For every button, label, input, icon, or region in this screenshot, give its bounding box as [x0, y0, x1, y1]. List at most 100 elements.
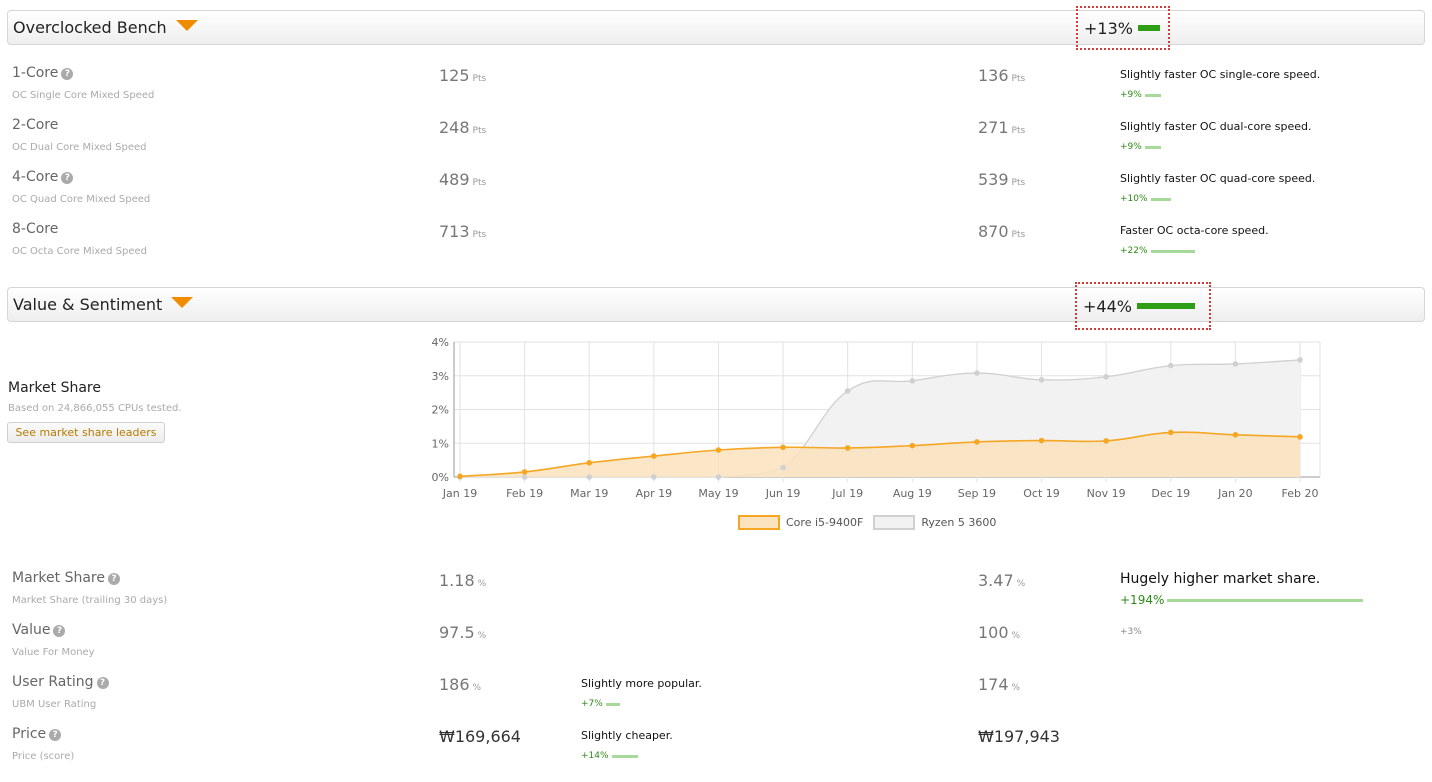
- left-number: 1.18: [439, 571, 475, 590]
- left-unit: %: [477, 579, 487, 589]
- summary-bar: [1137, 25, 1160, 31]
- left-number: 248: [439, 118, 470, 137]
- bench-row-subtitle: OC Dual Core Mixed Speed: [12, 142, 147, 153]
- right-unit: %: [1011, 683, 1021, 693]
- vs-diff-value: +7%: [581, 699, 603, 709]
- series-line: [459, 431, 1301, 478]
- right-value: 539 Pts: [978, 170, 1025, 189]
- bench-row-title: 1-Core?: [12, 65, 74, 81]
- data-point: [909, 442, 916, 449]
- x-tick-label: Aug 19: [893, 487, 932, 500]
- left-number: 489: [439, 170, 470, 189]
- left-value: 489 Pts: [439, 170, 486, 189]
- right-number: ₩197,943: [978, 727, 1060, 746]
- bench-diff: +9%: [1120, 90, 1161, 100]
- left-value: 248 Pts: [439, 118, 486, 137]
- bench-verdict: Faster OC octa-core speed.: [1120, 224, 1269, 237]
- help-icon[interactable]: ?: [107, 573, 120, 585]
- right-value: 271 Pts: [978, 118, 1025, 137]
- legend-label[interactable]: Ryzen 5 3600: [921, 515, 997, 529]
- diff-bar: [1150, 197, 1171, 201]
- legend-swatch[interactable]: [873, 514, 916, 530]
- bench-diff-value: +9%: [1120, 142, 1142, 152]
- right-value: 174%: [978, 675, 1020, 694]
- vs-diff-value: +194%: [1120, 593, 1165, 607]
- x-tick-label: Sep 19: [958, 487, 996, 500]
- vs-row-label: Price: [12, 726, 47, 742]
- data-point: [1103, 373, 1109, 380]
- vs-row-subtitle: UBM User Rating: [12, 699, 97, 710]
- bench-row-label: 8-Core: [12, 221, 59, 237]
- legend-label[interactable]: Core i5-9400F: [786, 515, 864, 529]
- left-unit: Pts: [472, 126, 487, 136]
- bench-verdict: Slightly faster OC quad-core speed.: [1120, 172, 1316, 185]
- bench-diff: +9%: [1120, 142, 1161, 152]
- x-tick-label: Dec 19: [1151, 487, 1190, 500]
- data-point: [1038, 377, 1045, 383]
- x-tick-label: Nov 19: [1087, 487, 1126, 500]
- legend-swatch[interactable]: [738, 514, 780, 530]
- right-number: 271: [978, 118, 1009, 137]
- expand-triangle-icon[interactable]: [171, 297, 194, 308]
- bench-row-title: 4-Core?: [12, 169, 74, 185]
- right-unit: Pts: [1011, 230, 1026, 240]
- left-unit: %: [477, 631, 487, 641]
- vs-row-title: Market Share?: [12, 570, 120, 586]
- vs-row-subtitle: Value For Money: [12, 647, 95, 658]
- data-point: [586, 474, 593, 480]
- data-point: [715, 447, 722, 453]
- left-number: 125: [439, 66, 470, 85]
- x-tick-label: Mar 19: [570, 487, 608, 500]
- market-share-leaders-button[interactable]: See market share leaders: [7, 422, 165, 443]
- oc-bench-header[interactable]: Overclocked Bench: [7, 10, 1425, 45]
- series-area: [460, 432, 1300, 477]
- bench-row-subtitle: OC Quad Core Mixed Speed: [12, 194, 151, 205]
- data-point: [1038, 437, 1045, 444]
- left-value: ₩169,664: [439, 727, 521, 746]
- data-point: [1297, 357, 1303, 363]
- right-value: ₩197,943: [978, 727, 1060, 746]
- value-sentiment-header[interactable]: Value & Sentiment: [7, 287, 1425, 322]
- bench-verdict: Slightly faster OC single-core speed.: [1120, 68, 1321, 81]
- left-number: ₩169,664: [439, 727, 521, 746]
- bench-diff-value: +22%: [1120, 246, 1148, 256]
- x-tick-label: Feb 20: [1282, 487, 1319, 500]
- value-sentiment-title: Value & Sentiment: [13, 295, 194, 314]
- left-value: 713 Pts: [439, 222, 486, 241]
- right-value: 136 Pts: [978, 66, 1025, 85]
- bench-diff-value: +10%: [1120, 194, 1148, 204]
- vs-row-title: Price?: [12, 726, 62, 742]
- y-tick-label: 3%: [432, 370, 449, 383]
- vs-diff-value: +3%: [1120, 627, 1142, 637]
- diff-bar: [605, 702, 620, 706]
- help-icon[interactable]: ?: [53, 625, 66, 637]
- left-unit: Pts: [472, 74, 487, 84]
- data-point: [1167, 362, 1174, 369]
- right-number: 870: [978, 222, 1009, 241]
- data-point: [844, 388, 851, 394]
- data-point: [974, 370, 980, 376]
- bench-row-title: 2-Core: [12, 117, 58, 133]
- help-icon[interactable]: ?: [61, 68, 74, 80]
- right-unit: %: [1011, 631, 1021, 641]
- bench-verdict: Slightly faster OC dual-core speed.: [1120, 120, 1312, 133]
- right-value: 3.47%: [978, 571, 1025, 590]
- vs-diff: +194%: [1120, 593, 1364, 607]
- help-icon[interactable]: ?: [49, 729, 62, 741]
- data-point: [1232, 432, 1239, 438]
- bench-diff: +22%: [1120, 246, 1195, 256]
- vs-diff: +3%: [1120, 627, 1142, 637]
- data-point: [1103, 438, 1109, 444]
- right-unit: Pts: [1011, 74, 1026, 84]
- y-tick-label: 2%: [432, 404, 449, 417]
- vs-row-label: User Rating: [12, 674, 94, 690]
- vs-diff: +14%: [581, 751, 638, 761]
- diff-bar: [611, 754, 638, 758]
- expand-triangle-icon[interactable]: [175, 20, 198, 31]
- data-point: [844, 445, 851, 451]
- data-point: [651, 474, 657, 480]
- help-icon[interactable]: ?: [96, 677, 109, 689]
- market-share-panel-subtitle: Based on 24,866,055 CPUs tested.: [8, 403, 182, 414]
- help-icon[interactable]: ?: [61, 172, 74, 184]
- oc-bench-summary: +13%: [1076, 6, 1170, 50]
